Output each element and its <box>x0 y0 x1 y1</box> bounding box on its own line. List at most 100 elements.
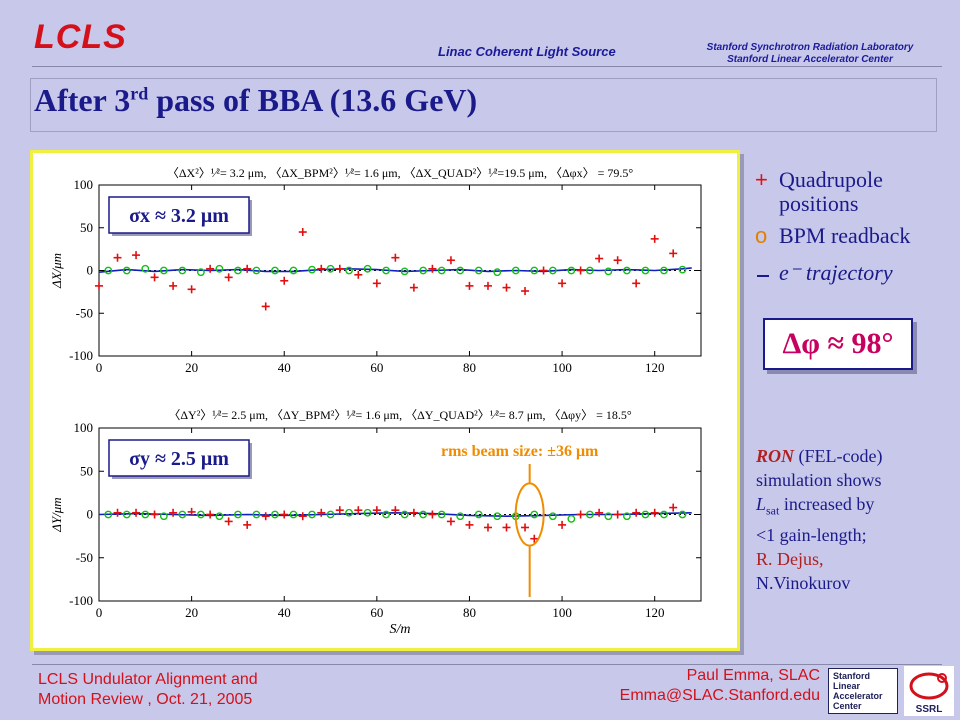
p1-xtick-label: 20 <box>185 360 198 375</box>
p1-ylabel: ΔX/μm <box>49 253 64 289</box>
p2-beam-size-ellipse <box>514 482 545 547</box>
p1-bpm-point <box>159 266 168 275</box>
header-divider <box>32 66 942 67</box>
p1-bpm-point <box>104 266 113 275</box>
p1-stats-label: 〈ΔX²〉¹⁄²= 3.2 μm, 〈ΔX_BPM²〉¹⁄²= 1.6 μm, … <box>167 166 634 180</box>
p2-ytick-label: -100 <box>69 593 93 608</box>
p1-xtick-label: 40 <box>278 360 291 375</box>
p2-sigma-box <box>108 439 250 477</box>
p1-bpm-point <box>308 265 316 274</box>
p2-bpm-point <box>660 510 668 519</box>
p2-bpm-point <box>271 510 279 519</box>
slac-logo-2: Linear <box>833 681 861 691</box>
ron-line-1-rest: (FEL-code) <box>794 446 883 466</box>
ron-line-4: <1 gain-length; <box>756 524 867 545</box>
ron-line-2: simulation shows <box>756 470 882 490</box>
p1-bpm-point <box>493 268 502 277</box>
lab-names: Stanford Synchrotron Radiation Laborator… <box>680 42 940 66</box>
title-sup: rd <box>130 83 149 104</box>
p1-bpm-point <box>215 264 224 273</box>
p1-bpm-point <box>419 266 428 275</box>
p1-ytick-label: -100 <box>69 348 93 363</box>
p1-xtick-label: 80 <box>463 360 476 375</box>
p2-bpm-point <box>104 510 113 519</box>
circle-icon: o <box>755 223 768 248</box>
p2-annotation-label: rms beam size: ±36 μm <box>441 443 599 460</box>
p1-bpm-point <box>641 266 650 275</box>
slac-logo: Stanford Linear Accelerator Center <box>828 668 898 714</box>
p2-ytick-label: 100 <box>74 420 94 435</box>
ron-line-6: N.Vinokurov <box>756 572 851 593</box>
ron-lsat: L <box>756 494 767 514</box>
p1-bpm-point <box>511 266 520 275</box>
p1-bpm-point <box>400 267 409 276</box>
p1-xtick-label: 60 <box>370 360 383 375</box>
p2-bpm-point <box>289 510 298 519</box>
p2-bpm-point <box>456 512 465 521</box>
p1-bpm-point <box>289 266 298 275</box>
footer-left: LCLS Undulator Alignment and Motion Revi… <box>38 670 258 710</box>
p2-xtick-label: 80 <box>463 605 476 620</box>
p2-bpm-point <box>623 512 631 521</box>
footer-author: Paul Emma, SLAC <box>686 667 820 684</box>
p2-bpm-point <box>308 510 316 519</box>
legend-quad-label-2: positions <box>779 191 859 216</box>
p1-bpm-point <box>363 264 372 273</box>
p2-bpm-point <box>678 510 687 519</box>
p1-bpm-point <box>437 266 446 275</box>
lcls-subtitle: Linac Coherent Light Source <box>438 44 616 59</box>
p2-stats-label: 〈ΔY²〉¹⁄²= 2.5 μm, 〈ΔY_BPM²〉¹⁄²= 1.6 μm, … <box>168 408 632 422</box>
ron-line-3-rest: increased by <box>779 494 875 514</box>
plus-icon: + <box>755 167 768 192</box>
p1-xtick-label: 100 <box>552 360 572 375</box>
p2-bpm-point <box>159 512 168 521</box>
p2-bpm-point <box>141 510 150 519</box>
ron-lsat-sub: sat <box>766 503 780 518</box>
p1-bpm-point <box>234 266 242 275</box>
p1-bpm-point <box>252 266 261 275</box>
p2-xtick-label: 60 <box>370 605 383 620</box>
p2-bpm-point <box>252 510 261 519</box>
title-prefix: After 3 <box>34 82 131 118</box>
p2-bpm-point <box>345 508 353 517</box>
p1-bpm-point <box>567 266 576 275</box>
p1-ytick-label: -50 <box>76 305 93 320</box>
p1-bpm-point <box>382 266 391 275</box>
footer-divider <box>32 664 942 665</box>
p2-xtick-label: 20 <box>185 605 198 620</box>
p2-bpm-point <box>326 510 335 519</box>
legend-trajectory-label: e⁻ trajectory <box>779 260 893 285</box>
p1-ytick-label: 0 <box>87 263 94 278</box>
slide-title: After 3rd pass of BBA (13.6 GeV) <box>34 82 477 119</box>
p1-bpm-point <box>660 266 668 275</box>
p1-bpm-point <box>178 266 187 275</box>
p1-bpm-point <box>456 266 465 275</box>
p1-ytick-label: 50 <box>80 220 93 235</box>
slac-logo-1: Stanford <box>833 671 870 681</box>
p1-sigma-box <box>108 196 250 234</box>
p2-bpm-point <box>604 512 613 521</box>
ron-line-3: Lsat increased by <box>756 492 936 523</box>
footer-left-1: LCLS Undulator Alignment and <box>38 671 258 688</box>
ssrl-logo: SSRL <box>904 666 954 716</box>
p2-bpm-point <box>530 510 539 519</box>
ron-note: RON (FEL-code) simulation shows Lsat inc… <box>756 444 936 595</box>
lab-line-2: Stanford Linear Accelerator Center <box>727 54 893 65</box>
legend-quad: + Quadrupole <box>755 168 883 192</box>
ron-word: RON <box>756 446 795 466</box>
phase-advance-box: Δφ ≈ 98° <box>763 318 913 370</box>
p2-bpm-point <box>585 510 594 519</box>
p1-bpm-point <box>141 264 150 273</box>
slac-logo-4: Center <box>833 701 862 711</box>
p2-bpm-point <box>234 510 242 519</box>
p1-bpm-point <box>345 266 353 275</box>
footer-email[interactable]: Emma@SLAC.Stanford.edu <box>619 687 820 704</box>
p1-sigma-label: σx ≈ 3.2 μm <box>129 205 229 227</box>
legend-bpm-label: BPM readback <box>779 223 911 248</box>
p2-bpm-point <box>437 510 446 519</box>
p1-bpm-point <box>326 264 335 273</box>
p1-trajectory-line <box>98 267 692 273</box>
p2-bpm-point <box>400 510 409 519</box>
p2-ytick-label: -50 <box>76 550 93 565</box>
p1-bpm-point <box>585 266 594 275</box>
